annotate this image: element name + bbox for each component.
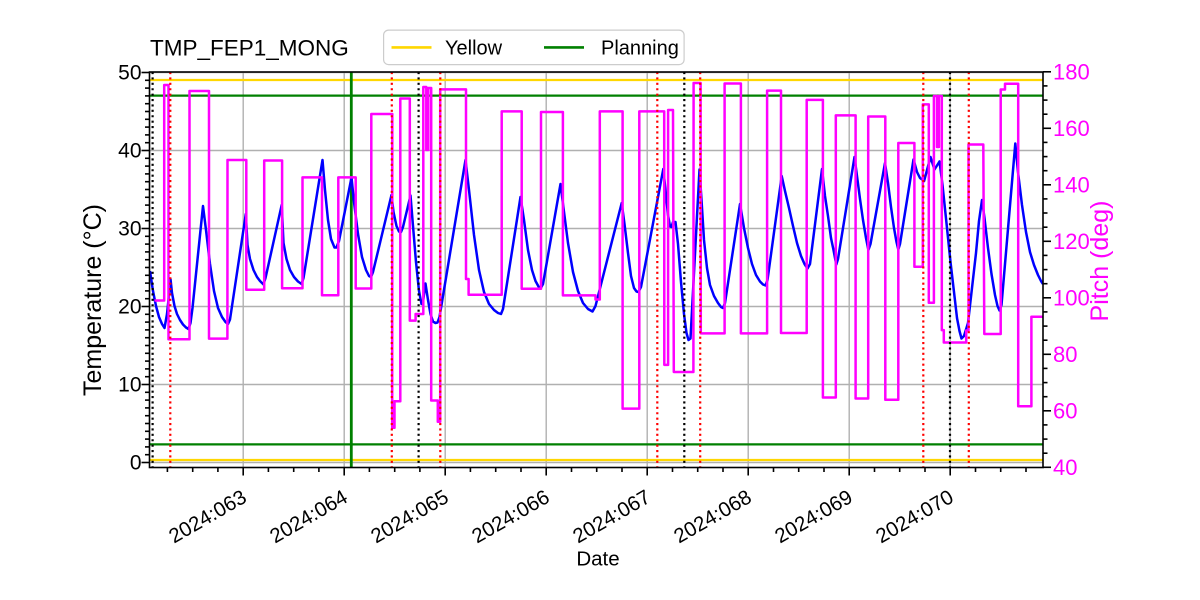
svg-text:TMP_FEP1_MONG: TMP_FEP1_MONG: [150, 36, 349, 61]
svg-text:40: 40: [1053, 455, 1077, 480]
svg-text:30: 30: [118, 218, 141, 241]
svg-text:Pitch (deg): Pitch (deg): [1086, 201, 1114, 322]
svg-text:20: 20: [118, 296, 141, 319]
svg-text:50: 50: [118, 62, 141, 85]
svg-text:80: 80: [1053, 342, 1077, 367]
svg-text:10: 10: [118, 374, 141, 397]
svg-text:Date: Date: [576, 548, 619, 571]
svg-text:180: 180: [1053, 59, 1090, 84]
svg-text:Temperature (°C): Temperature (°C): [79, 204, 107, 396]
svg-text:160: 160: [1053, 116, 1090, 141]
svg-text:0: 0: [130, 452, 142, 475]
svg-text:40: 40: [118, 140, 141, 163]
svg-text:Yellow: Yellow: [445, 38, 503, 60]
svg-text:Planning: Planning: [601, 38, 679, 60]
svg-text:140: 140: [1053, 172, 1090, 197]
svg-text:100: 100: [1053, 285, 1090, 310]
svg-text:60: 60: [1053, 398, 1077, 423]
svg-text:120: 120: [1053, 229, 1090, 254]
